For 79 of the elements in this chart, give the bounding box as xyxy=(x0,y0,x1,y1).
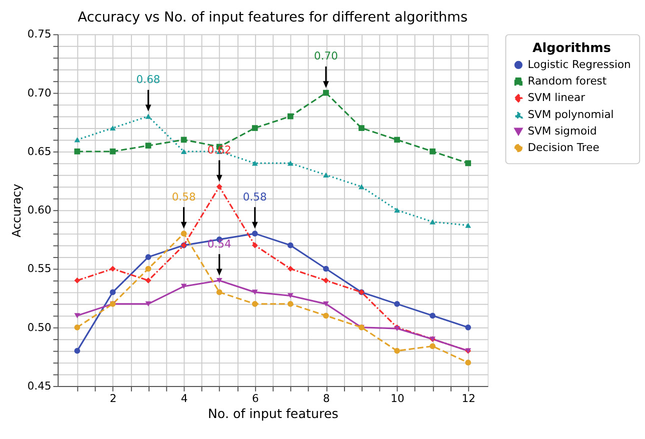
point xyxy=(145,254,152,260)
point xyxy=(430,312,436,319)
point xyxy=(110,125,116,131)
point xyxy=(287,293,294,298)
y-tick-label: 0.65 xyxy=(27,144,52,158)
point xyxy=(394,301,400,307)
x-tick-label: 4 xyxy=(180,392,188,406)
annotation: 0.70 xyxy=(314,50,338,63)
point xyxy=(74,278,80,284)
y-tick-label: 0.55 xyxy=(27,262,52,276)
point xyxy=(74,137,80,142)
point xyxy=(110,148,116,154)
annotation: 0.58 xyxy=(242,190,268,204)
x-tick-label: 2 xyxy=(110,392,117,406)
point xyxy=(145,301,152,306)
point xyxy=(430,219,436,224)
point xyxy=(465,360,472,366)
point xyxy=(145,142,152,149)
x-tick-label: 6 xyxy=(252,392,259,406)
point xyxy=(216,278,222,284)
point xyxy=(216,289,222,296)
legend-label: SVM linear xyxy=(528,91,586,104)
point xyxy=(394,208,400,213)
legend-label: SVM polynomial xyxy=(528,108,614,121)
point xyxy=(287,242,294,248)
annotation: 0.68 xyxy=(136,73,160,86)
point xyxy=(323,90,329,96)
point xyxy=(430,343,436,350)
point xyxy=(287,301,294,307)
y-tick-label: 0.45 xyxy=(27,379,52,392)
point xyxy=(465,160,472,166)
y-tick-label: 0.75 xyxy=(27,28,52,41)
x-tick-label: 8 xyxy=(323,392,330,406)
legend-title: Algorithms xyxy=(532,40,611,55)
point xyxy=(216,184,222,190)
point xyxy=(287,266,294,272)
point xyxy=(180,284,187,289)
annotation: 0.58 xyxy=(172,190,196,204)
y-tick-label: 0.60 xyxy=(27,204,52,217)
point xyxy=(323,266,329,272)
legend-label: Logistic Regression xyxy=(528,58,631,71)
point xyxy=(252,125,258,131)
point xyxy=(465,324,472,330)
y-axis-title: Accuracy xyxy=(10,184,24,238)
point xyxy=(430,148,436,154)
point xyxy=(74,348,80,354)
x-axis-title: No. of input features xyxy=(208,406,338,421)
point xyxy=(145,278,152,284)
point xyxy=(358,184,364,190)
point xyxy=(394,348,400,354)
point xyxy=(358,125,364,131)
point xyxy=(180,230,187,236)
point xyxy=(74,148,80,154)
point xyxy=(145,266,152,272)
point xyxy=(323,301,329,306)
legend-label: SVM sigmoid xyxy=(528,124,597,138)
y-tick-label: 0.70 xyxy=(27,86,52,100)
point xyxy=(74,313,80,318)
annotation: 0.54 xyxy=(207,237,232,250)
legend-label: Random forest xyxy=(528,74,607,88)
point xyxy=(145,114,152,119)
point xyxy=(252,230,258,236)
legend-label: Decision Tree xyxy=(528,140,600,154)
point xyxy=(252,242,258,248)
point xyxy=(287,160,294,166)
chart-title: Accuracy vs No. of input features for different algorithms xyxy=(78,10,468,26)
x-tick-label: 12 xyxy=(462,392,476,406)
point xyxy=(465,222,472,228)
point xyxy=(394,136,400,143)
point xyxy=(110,289,116,296)
y-tick-label: 0.50 xyxy=(27,320,52,334)
point xyxy=(74,324,80,330)
point xyxy=(180,148,187,154)
point xyxy=(287,113,294,120)
point xyxy=(252,301,258,307)
point xyxy=(323,172,329,178)
point xyxy=(323,312,329,319)
point xyxy=(252,290,258,295)
x-tick-label: 10 xyxy=(390,392,405,406)
